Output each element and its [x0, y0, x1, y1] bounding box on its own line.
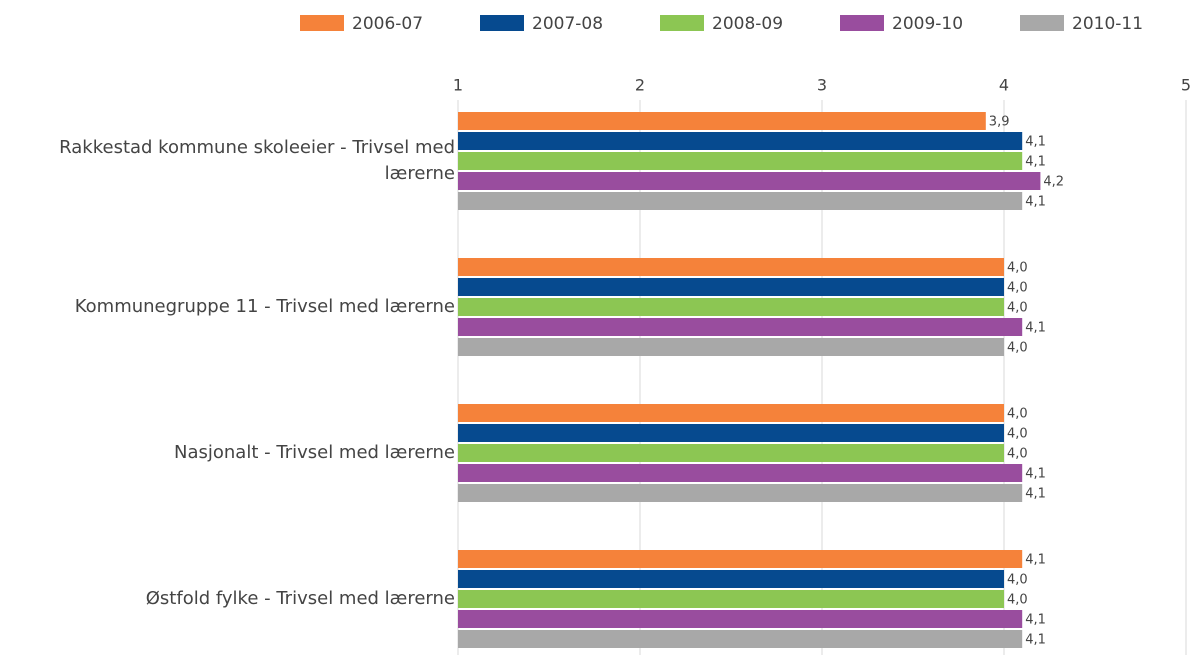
value-label: 4,1 — [1025, 487, 1046, 502]
legend-label: 2010-11 — [1072, 14, 1143, 34]
bar — [458, 258, 1004, 276]
value-label: 4,1 — [1025, 633, 1046, 648]
value-label: 4,1 — [1025, 135, 1046, 150]
bar — [458, 484, 1023, 502]
bar — [458, 444, 1004, 462]
value-label: 4,1 — [1025, 613, 1046, 628]
value-label: 4,1 — [1025, 195, 1046, 210]
value-label: 4,0 — [1007, 427, 1028, 442]
bar — [458, 172, 1041, 190]
value-label: 4,1 — [1025, 155, 1046, 170]
value-label: 4,0 — [1007, 261, 1028, 276]
bar — [458, 550, 1023, 568]
value-label: 4,1 — [1025, 553, 1046, 568]
bar — [458, 404, 1004, 422]
value-label: 4,0 — [1007, 281, 1028, 296]
bar — [458, 278, 1004, 296]
bar — [458, 298, 1004, 316]
bar — [458, 192, 1023, 210]
category-label: Østfold fylke - Trivsel med lærerne — [145, 588, 455, 609]
bar — [458, 132, 1023, 150]
legend-swatch — [840, 15, 884, 31]
value-label: 4,0 — [1007, 447, 1028, 462]
bar — [458, 152, 1023, 170]
bar — [458, 610, 1023, 628]
legend-swatch — [300, 15, 344, 31]
bar — [458, 630, 1023, 648]
bar — [458, 590, 1004, 608]
x-tick-label: 3 — [817, 76, 827, 95]
legend-label: 2008-09 — [712, 14, 783, 34]
legend-label: 2009-10 — [892, 14, 963, 34]
value-label: 4,1 — [1025, 467, 1046, 482]
x-tick-label: 5 — [1181, 76, 1191, 95]
x-tick-label: 2 — [635, 76, 645, 95]
legend-swatch — [660, 15, 704, 31]
legend-label: 2006-07 — [352, 14, 423, 34]
value-label: 4,1 — [1025, 321, 1046, 336]
bar — [458, 318, 1023, 336]
bar — [458, 570, 1004, 588]
bar — [458, 112, 986, 130]
bar — [458, 424, 1004, 442]
x-tick-label: 1 — [453, 76, 463, 95]
value-label: 4,0 — [1007, 573, 1028, 588]
legend-swatch — [480, 15, 524, 31]
value-label: 4,0 — [1007, 301, 1028, 316]
value-label: 4,2 — [1043, 175, 1064, 190]
category-label: Rakkestad kommune skoleeier - Trivsel me… — [59, 137, 455, 184]
bar — [458, 338, 1004, 356]
value-label: 4,0 — [1007, 407, 1028, 422]
bar — [458, 464, 1023, 482]
category-label: Kommunegruppe 11 - Trivsel med lærerne — [74, 296, 455, 317]
category-label: Nasjonalt - Trivsel med lærerne — [174, 442, 455, 463]
value-label: 3,9 — [989, 115, 1010, 130]
value-label: 4,0 — [1007, 341, 1028, 356]
x-tick-label: 4 — [999, 76, 1009, 95]
legend-swatch — [1020, 15, 1064, 31]
value-label: 4,0 — [1007, 593, 1028, 608]
legend-label: 2007-08 — [532, 14, 603, 34]
